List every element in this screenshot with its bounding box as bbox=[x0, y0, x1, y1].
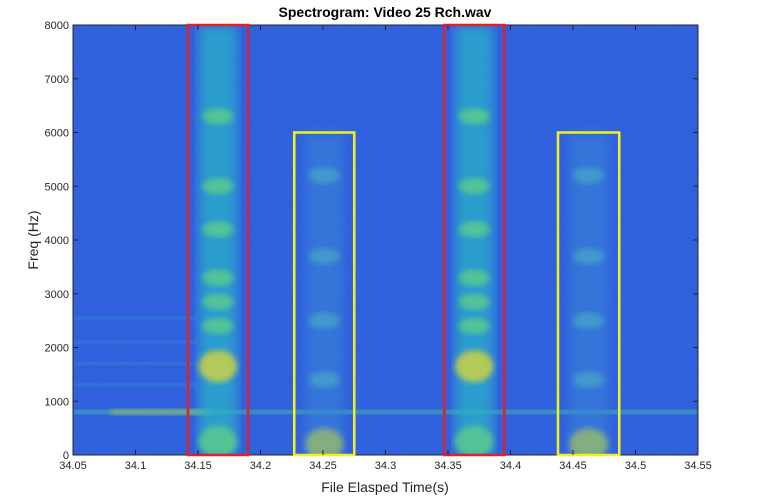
x-tick-label: 34.5 bbox=[625, 460, 646, 472]
energy-burst-column bbox=[198, 25, 238, 455]
x-tick-label: 34.55 bbox=[684, 460, 712, 472]
harmonic-streak bbox=[73, 383, 198, 387]
harmonic-streak bbox=[73, 316, 198, 320]
highlight-box bbox=[556, 131, 621, 457]
energy-blob bbox=[202, 178, 234, 195]
chart-title: Spectrogram: Video 25 Rch.wav bbox=[279, 4, 492, 20]
energy-blob bbox=[305, 428, 344, 455]
steady-tone-highlight bbox=[110, 409, 211, 415]
energy-blob bbox=[572, 167, 605, 184]
energy-burst-column bbox=[569, 132, 609, 455]
energy-blob bbox=[202, 293, 234, 310]
energy-blob bbox=[202, 108, 234, 125]
y-tick-label: 3000 bbox=[45, 289, 69, 301]
x-tick-label: 34.25 bbox=[309, 460, 337, 472]
x-axis-title: File Elasped Time(s) bbox=[321, 479, 449, 495]
y-axis: 0 1000 2000 3000 4000 5000 6000 7000 8000 bbox=[45, 20, 698, 462]
x-axis: 34.05 34.1 34.15 34.2 34.25 34.3 34.35 34.4 34.4… bbox=[59, 25, 712, 472]
highlight-box bbox=[293, 131, 356, 457]
energy-blob bbox=[198, 350, 238, 383]
y-tick-label: 6000 bbox=[45, 128, 69, 140]
y-tick-label: 2000 bbox=[45, 343, 69, 355]
energy-blob bbox=[455, 350, 494, 383]
energy-blob bbox=[572, 371, 605, 388]
steady-tone-line bbox=[73, 410, 698, 414]
energy-blob bbox=[458, 269, 490, 286]
x-tick-label: 34.15 bbox=[184, 460, 212, 472]
energy-blob bbox=[198, 425, 238, 455]
y-tick-label: 7000 bbox=[45, 74, 69, 86]
energy-blob bbox=[202, 269, 234, 286]
energy-blob bbox=[572, 312, 605, 329]
plot-area bbox=[73, 25, 698, 455]
y-tick-label: 1000 bbox=[45, 396, 69, 408]
energy-blob bbox=[308, 312, 340, 329]
y-tick-label: 4000 bbox=[45, 235, 69, 247]
x-tick-label: 34.4 bbox=[500, 460, 521, 472]
harmonic-streak bbox=[73, 340, 198, 344]
energy-blob bbox=[458, 293, 490, 310]
energy-blob bbox=[308, 248, 340, 265]
harmonic-streak bbox=[73, 362, 198, 366]
x-tick-label: 34.1 bbox=[125, 460, 146, 472]
energy-blob bbox=[458, 221, 490, 238]
energy-blob bbox=[308, 167, 340, 184]
y-tick-label: 5000 bbox=[45, 181, 69, 193]
energy-blob bbox=[455, 425, 494, 455]
energy-blob bbox=[458, 108, 490, 125]
energy-blob bbox=[202, 221, 234, 238]
y-tick-label: 0 bbox=[63, 450, 69, 462]
energy-burst-column bbox=[455, 25, 494, 455]
x-tick-label: 34.45 bbox=[559, 460, 587, 472]
y-tick-label: 8000 bbox=[45, 20, 69, 32]
y-axis-title: Freq (Hz) bbox=[25, 210, 41, 269]
energy-burst-column bbox=[305, 132, 344, 455]
energy-blob bbox=[569, 428, 609, 455]
highlight-box bbox=[186, 23, 250, 457]
x-tick-label: 34.2 bbox=[250, 460, 271, 472]
energy-blob bbox=[572, 248, 605, 265]
x-tick-label: 34.3 bbox=[375, 460, 396, 472]
energy-blob bbox=[458, 318, 490, 334]
energy-blob bbox=[202, 318, 234, 334]
energy-blob bbox=[308, 371, 340, 388]
highlight-box-layer bbox=[186, 23, 621, 457]
x-tick-label: 34.05 bbox=[59, 460, 87, 472]
x-tick-label: 34.35 bbox=[434, 460, 462, 472]
highlight-box bbox=[443, 23, 506, 457]
energy-layer bbox=[73, 25, 698, 455]
energy-blob bbox=[458, 178, 490, 195]
